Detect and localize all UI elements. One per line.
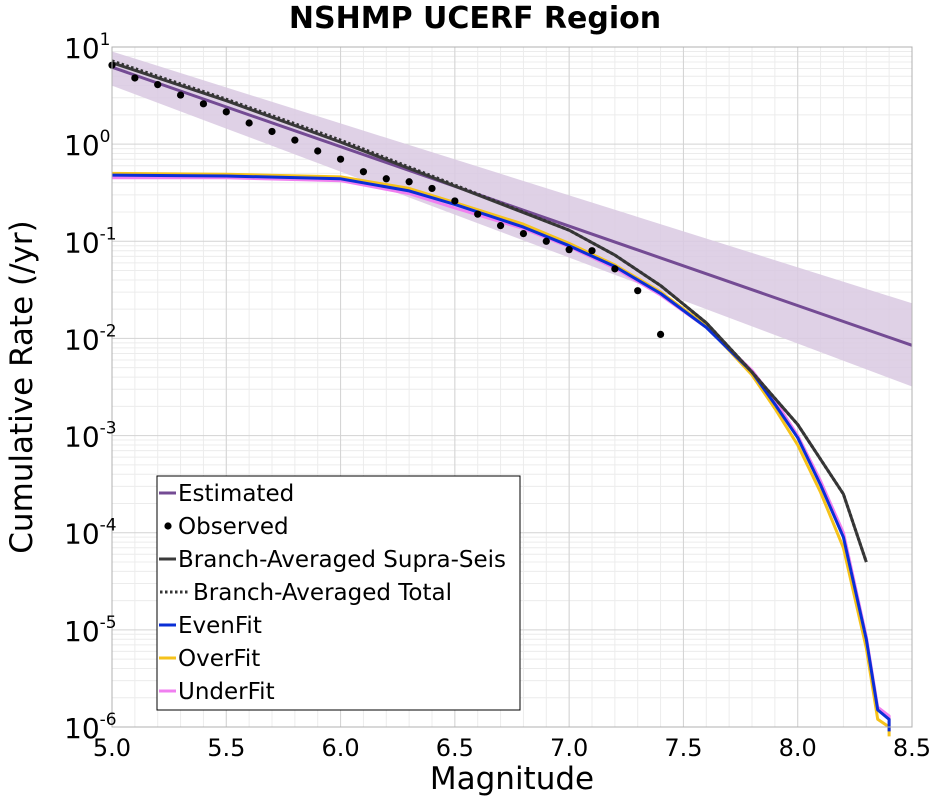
x-axis-label: Magnitude <box>430 761 594 797</box>
x-axis-ticks: 5.0 5.5 6.0 6.5 7.0 7.5 8.0 8.5 <box>93 734 931 762</box>
x-tick-label: 5.5 <box>207 734 245 762</box>
observed-point <box>336 155 345 163</box>
y-tick-label: 10-4 <box>64 516 117 551</box>
observed-point <box>565 246 573 254</box>
series-branch-averaged-total-line <box>111 59 868 563</box>
legend-label: UnderFit <box>178 679 275 705</box>
observed-point <box>199 100 208 108</box>
y-axis-ticks: 101 100 10-1 10-2 10-3 10-4 10-5 10-6 <box>64 30 117 745</box>
legend-label: OverFit <box>178 646 260 672</box>
observed-point <box>176 91 185 99</box>
legend-item-evenfit: EvenFit <box>159 613 262 639</box>
series-observed <box>108 61 665 339</box>
legend-item-estimated: Estimated <box>159 481 294 507</box>
observed-point <box>245 119 253 127</box>
x-tick-label: 8.0 <box>779 734 817 762</box>
observed-point <box>588 247 596 255</box>
chart-title: NSHMP UCERF Region <box>289 1 661 36</box>
x-tick-label: 6.0 <box>321 734 359 762</box>
y-tick-label: 10-2 <box>64 321 117 356</box>
x-tick-label: 5.0 <box>93 734 131 762</box>
observed-point <box>474 210 482 218</box>
observed-point <box>451 197 459 205</box>
y-tick-label: 10-6 <box>64 710 117 745</box>
x-tick-label: 7.5 <box>664 734 702 762</box>
series-layer <box>108 59 913 737</box>
observed-point <box>634 287 642 295</box>
y-tick-label: 101 <box>64 30 110 65</box>
y-axis-label: Cumulative Rate (/yr) <box>4 220 40 553</box>
observed-point <box>382 175 390 183</box>
observed-point <box>314 147 322 155</box>
x-tick-label: 6.5 <box>436 734 474 762</box>
legend-label: Branch-Averaged Total <box>193 580 452 606</box>
observed-point <box>131 74 139 82</box>
axes-frame <box>111 46 913 728</box>
legend-label: Estimated <box>178 481 294 507</box>
observed-point <box>291 136 299 144</box>
legend-label: EvenFit <box>178 613 262 639</box>
observed-point <box>359 168 368 176</box>
observed-point <box>222 108 230 116</box>
legend-label: Observed <box>178 514 289 540</box>
legend-item-observed: Observed <box>164 514 289 540</box>
observed-point <box>268 127 276 136</box>
y-tick-label: 100 <box>64 127 110 162</box>
legend: Estimated Observed Branch-Averaged Supra-S… <box>156 475 521 711</box>
legend-items: Estimated Observed Branch-Averaged Supra-S… <box>159 481 506 705</box>
series-evenfit-line <box>111 173 891 732</box>
legend-label: Branch-Averaged Supra-Seis <box>178 547 506 573</box>
observed-point <box>519 229 528 238</box>
legend-item-branch-averaged-total: Branch-Averaged Total <box>160 580 452 606</box>
legend-box <box>156 475 521 711</box>
legend-item-underfit: UnderFit <box>159 679 275 705</box>
observed-point <box>611 265 619 273</box>
observed-point <box>656 330 665 339</box>
legend-swatch <box>164 522 172 530</box>
observed-point <box>428 184 436 193</box>
legend-item-branch-averaged-supra-seis: Branch-Averaged Supra-Seis <box>159 547 506 573</box>
x-tick-label: 7.0 <box>550 734 588 762</box>
observed-point <box>154 81 162 89</box>
observed-point <box>542 237 550 245</box>
legend-item-overfit: OverFit <box>159 646 260 672</box>
y-tick-label: 10-1 <box>64 224 117 259</box>
y-tick-label: 10-5 <box>64 613 117 648</box>
observed-point <box>405 178 413 186</box>
observed-point <box>496 222 505 230</box>
y-tick-label: 10-3 <box>64 419 117 454</box>
x-tick-label: 8.5 <box>893 734 931 762</box>
